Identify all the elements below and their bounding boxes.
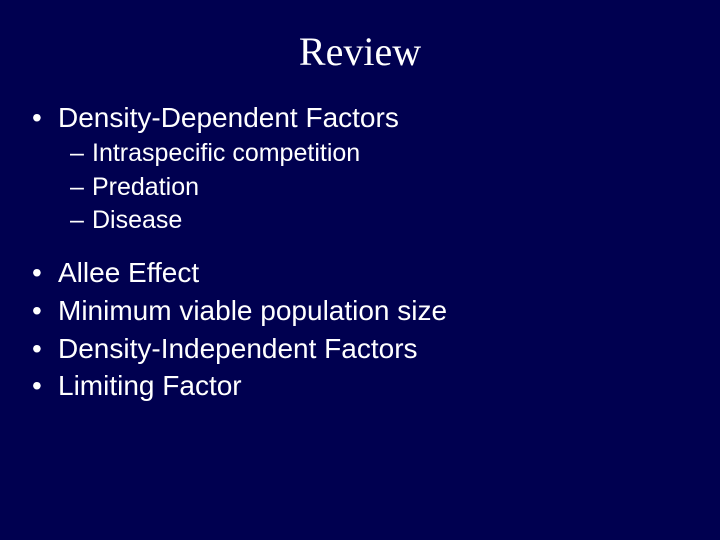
bullet-text: Predation	[92, 171, 199, 205]
bullet-marker: –	[70, 204, 92, 238]
bullet-marker: •	[32, 330, 58, 368]
bullet-marker: •	[32, 292, 58, 330]
bullet-text: Limiting Factor	[58, 367, 242, 405]
bullet-marker: •	[32, 254, 58, 292]
slide-title: Review	[20, 28, 700, 75]
spacer	[20, 238, 700, 254]
bullet-item: • Minimum viable population size	[32, 292, 700, 330]
bullet-text: Density-Independent Factors	[58, 330, 418, 368]
bullet-text: Density-Dependent Factors	[58, 99, 399, 137]
bullet-marker: •	[32, 367, 58, 405]
sub-bullet-item: – Disease	[70, 204, 700, 238]
bullet-item: • Density-Dependent Factors	[32, 99, 700, 137]
bullet-marker: •	[32, 99, 58, 137]
bullet-text: Intraspecific competition	[92, 137, 360, 171]
bullet-marker: –	[70, 137, 92, 171]
sub-bullet-item: – Intraspecific competition	[70, 137, 700, 171]
bullet-marker: –	[70, 171, 92, 205]
bullet-text: Allee Effect	[58, 254, 199, 292]
bullet-text: Minimum viable population size	[58, 292, 447, 330]
bullet-text: Disease	[92, 204, 182, 238]
bullet-item: • Allee Effect	[32, 254, 700, 292]
bullet-item: • Limiting Factor	[32, 367, 700, 405]
slide-container: Review • Density-Dependent Factors – Int…	[0, 0, 720, 540]
bullet-item: • Density-Independent Factors	[32, 330, 700, 368]
sub-bullet-item: – Predation	[70, 171, 700, 205]
